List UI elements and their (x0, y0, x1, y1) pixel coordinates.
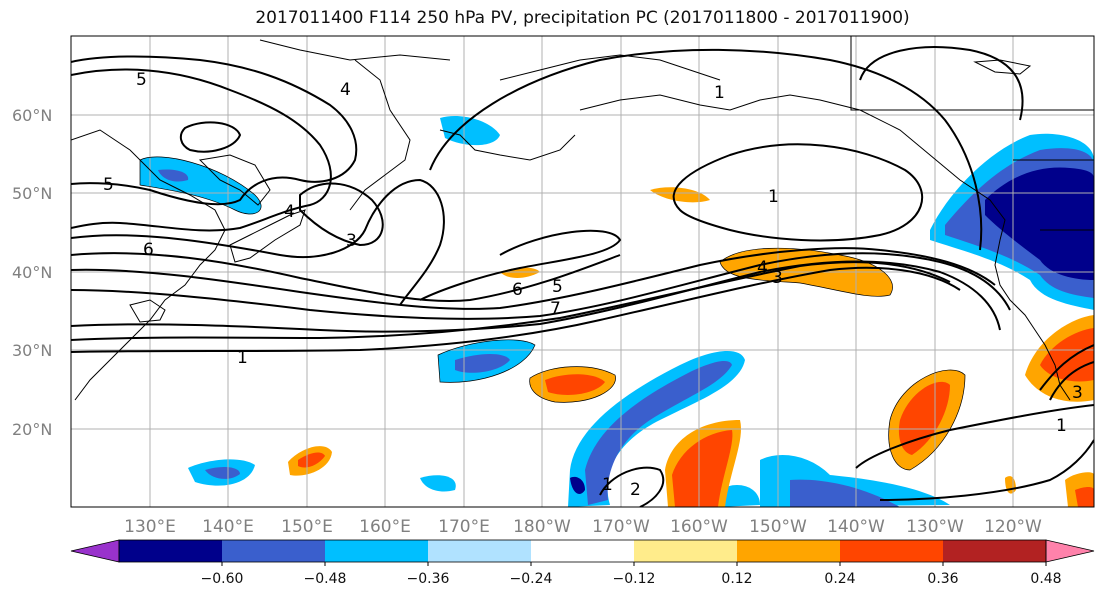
colorbar-tick-label: −0.60 (201, 571, 244, 587)
contour-label: 1 (1056, 416, 1067, 436)
lon-label: 120°W (984, 517, 1042, 537)
lon-label: 150°E (281, 517, 333, 537)
colorbar-frame (118, 539, 1047, 563)
contour-label: 1 (602, 475, 613, 495)
contour-label: 3 (772, 268, 783, 288)
contour-label: 5 (136, 70, 147, 90)
colorbar-tick-label: 0.12 (721, 571, 752, 587)
contour-label: 5 (103, 175, 114, 195)
map-title: 2017011400 F114 250 hPa PV, precipitatio… (255, 8, 910, 28)
contour-label: 3 (346, 231, 357, 251)
lon-label: 170°W (592, 517, 650, 537)
lon-label: 160°E (359, 517, 411, 537)
colorbar-tick-label: −0.36 (407, 571, 450, 587)
lon-label: 140°W (827, 517, 885, 537)
lon-label: 150°W (749, 517, 807, 537)
lon-label: 140°E (202, 517, 254, 537)
contour-label: 4 (340, 80, 351, 100)
colorbar-swatch (222, 540, 326, 562)
map-frame (70, 35, 1095, 508)
lon-label: 130°W (906, 517, 964, 537)
contour-label: 1 (237, 348, 248, 368)
colorbar-swatch (325, 540, 429, 562)
precip-anomaly-fill (140, 115, 1094, 507)
colorbar-tick-label: −0.24 (510, 571, 553, 587)
lon-label: 170°E (438, 517, 490, 537)
colorbar-extend-high (1045, 539, 1095, 563)
contour-label: 2 (630, 480, 641, 500)
longitude-labels: 130°E 140°E 150°E 160°E 170°E 180°W 170°… (124, 517, 1042, 537)
colorbar-tick-label: 0.48 (1030, 571, 1061, 587)
colorbar-tick-label: 0.24 (824, 571, 855, 587)
colorbar-tick-label: −0.12 (613, 571, 656, 587)
coastlines (71, 36, 1094, 401)
contour-label: 1 (714, 83, 725, 103)
contour-label: 4 (757, 258, 768, 278)
lat-label: 30°N (12, 341, 52, 360)
contour-label: 3 (1072, 383, 1083, 403)
lat-label: 50°N (12, 184, 52, 203)
lat-label: 60°N (12, 106, 52, 125)
lat-label: 40°N (12, 263, 52, 282)
colorbar-swatch (840, 540, 944, 562)
colorbar-swatch (531, 540, 635, 562)
colorbar-tick-label: −0.48 (304, 571, 347, 587)
colorbar-extend-low (70, 539, 120, 563)
contour-label: 1 (768, 187, 779, 207)
contour-label: 7 (550, 299, 561, 319)
graticule (71, 36, 1094, 507)
colorbar-swatch (428, 540, 532, 562)
contour-label: 6 (512, 280, 523, 300)
colorbar-swatch (119, 540, 223, 562)
contour-labels: 5 4 5 4 3 6 1 1 6 5 7 4 3 1 1 1 2 3 (103, 70, 1083, 500)
lon-label: 130°E (124, 517, 176, 537)
colorbar: −0.60 −0.48 −0.36 −0.24 −0.12 0.12 0.24 0.36 0.4… (70, 539, 1095, 587)
contour-label: 6 (143, 240, 154, 260)
colorbar-swatch (737, 540, 841, 562)
pv-contours (71, 46, 1094, 507)
latitude-labels: 60°N 50°N 40°N 30°N 20°N (12, 106, 52, 439)
precip-outlines (139, 156, 966, 471)
colorbar-swatch (943, 540, 1047, 562)
colorbar-swatch (634, 540, 738, 562)
contour-label: 4 (284, 202, 295, 222)
lon-label: 160°W (670, 517, 728, 537)
colorbar-tick-label: 0.36 (927, 571, 958, 587)
lon-label: 180°W (513, 517, 571, 537)
contour-label: 5 (552, 277, 563, 297)
lat-label: 20°N (12, 420, 52, 439)
